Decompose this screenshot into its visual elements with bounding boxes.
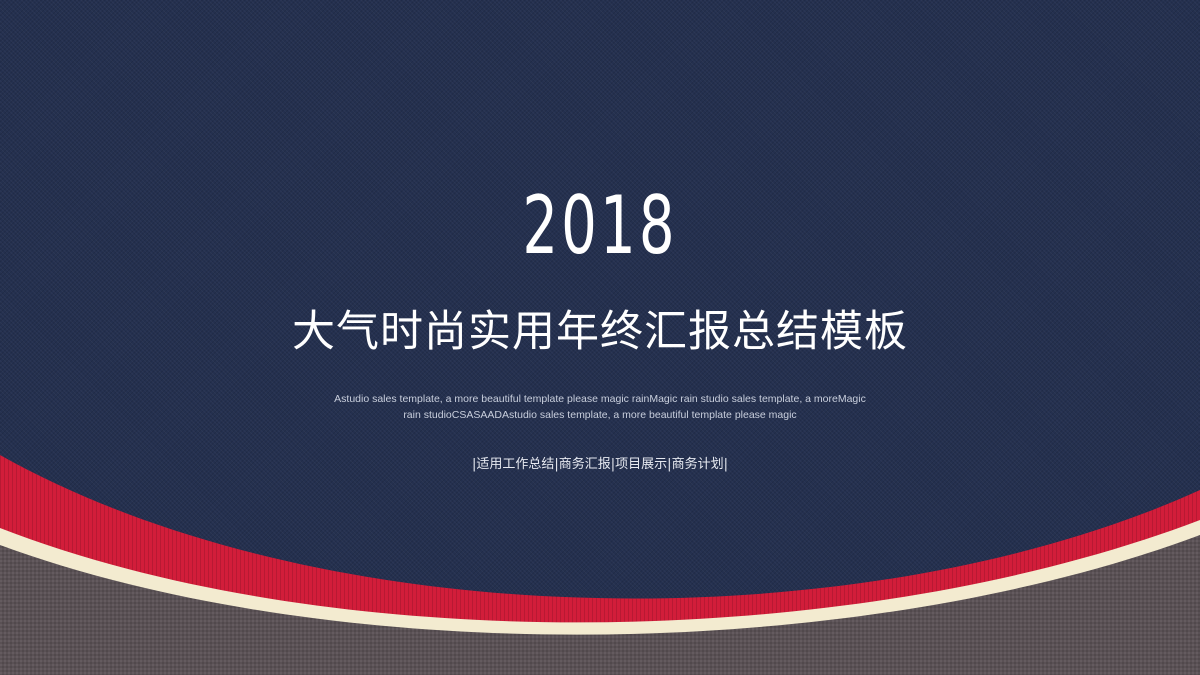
- category-tags: |适用工作总结|商务汇报|项目展示|商务计划|: [472, 457, 728, 472]
- year-heading: 2018: [522, 179, 678, 272]
- slide-title: 大气时尚实用年终汇报总结模板: [292, 307, 908, 357]
- description-line-1: Astudio sales template, a more beautiful…: [334, 393, 866, 405]
- description-line-2: rain studioCSASAADAstudio sales template…: [403, 409, 797, 421]
- description-text: Astudio sales template, a more beautiful…: [300, 391, 900, 423]
